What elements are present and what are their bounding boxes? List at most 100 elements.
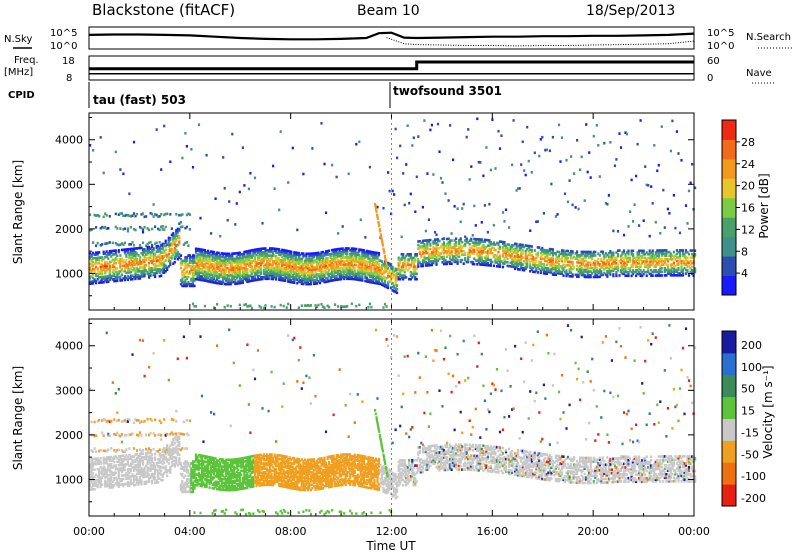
power-cell-45	[93, 213, 96, 217]
power-cell-4206	[638, 272, 641, 276]
power-cell-3671	[548, 258, 551, 262]
power-cell-3370	[498, 256, 502, 259]
power-cell-1308	[238, 258, 241, 262]
power-cell-3995	[601, 273, 604, 277]
power-cell-4031	[607, 267, 610, 271]
power-cell-3224	[476, 259, 479, 262]
power-cell-732	[178, 256, 181, 259]
power-cell-273	[123, 276, 126, 280]
power-cell-1110	[219, 280, 222, 283]
power-cell-2013	[311, 147, 314, 150]
velocity-cell-103	[101, 476, 104, 479]
power-cell-3938	[591, 257, 594, 261]
power-cell-2993	[432, 240, 435, 243]
power-cell-1723	[282, 252, 285, 256]
power-cell-561	[155, 128, 158, 131]
power-cell-588	[158, 214, 161, 218]
power-cell-3092	[450, 262, 453, 265]
power-cell-1890	[299, 253, 302, 257]
power-cell-2167	[329, 276, 332, 279]
power-cell-2406	[353, 276, 356, 279]
power-cell-2090	[320, 261, 323, 265]
power-cell-358	[132, 267, 136, 270]
power-cell-3634	[542, 250, 545, 254]
power-cell-3856	[579, 168, 582, 172]
power-cell-2624	[374, 256, 378, 260]
power-cell-1708	[281, 252, 284, 255]
power-cell-1341	[241, 146, 244, 149]
power-cell-597	[160, 247, 163, 251]
power-cell-4508	[686, 259, 689, 263]
velocity-cell-75	[96, 419, 99, 423]
power-cell-3466	[515, 258, 518, 262]
power-cell-4164	[630, 265, 633, 269]
power-cell-164	[108, 273, 111, 276]
power-cell-2275	[340, 263, 343, 267]
power-cell-789	[184, 132, 187, 135]
power-cell-1605	[270, 249, 273, 252]
power-cell-1908	[302, 277, 305, 280]
power-cell-3864	[580, 259, 583, 263]
power-cell-4464	[678, 254, 682, 257]
power-cell-430	[140, 246, 143, 250]
power-cell-3971	[597, 275, 600, 279]
power-cell-140	[105, 268, 108, 271]
power-cell-2968	[429, 254, 432, 258]
power-cell-3548	[527, 253, 530, 257]
power-cell-2055	[317, 274, 320, 278]
power-cell-1638	[275, 276, 278, 279]
power-cell-3204	[471, 241, 474, 244]
power-cell-4178	[632, 254, 635, 258]
power-cell-1830	[293, 260, 296, 263]
power-cell-530	[152, 252, 155, 256]
power-cell-3334	[492, 264, 495, 268]
power-cell-451	[143, 269, 146, 273]
power-cell-860	[193, 273, 196, 277]
velocity-cell-168	[108, 480, 111, 484]
power-cell-4202	[636, 254, 639, 258]
power-cell-3496	[520, 266, 523, 270]
power-cell-1214	[229, 266, 232, 270]
power-cell-4136	[624, 131, 627, 134]
power-cell-880	[194, 254, 198, 258]
power-cell-1200	[228, 270, 231, 273]
power-cell-3791	[568, 271, 571, 274]
power-cell-1879	[299, 280, 302, 284]
power-cell-4565	[377, 222, 380, 226]
velocity-cell-265	[119, 454, 122, 458]
power-cell-4281	[650, 269, 653, 272]
power-cell-473	[146, 270, 149, 274]
power-cell-218	[116, 279, 119, 283]
power-cell-3449	[512, 244, 515, 247]
power-cell-2305	[343, 265, 346, 268]
power-cell-3865	[580, 257, 583, 261]
power-cell-1329	[241, 275, 244, 279]
power-cell-2050	[315, 255, 319, 258]
power-cell-2922	[423, 259, 426, 262]
power-cell-1959	[306, 265, 309, 268]
power-cell-2160	[328, 263, 331, 267]
power-cell-1823	[293, 276, 296, 279]
power-cell-1632	[273, 254, 276, 258]
power-cell-1331	[241, 272, 244, 275]
power-cell-954	[202, 266, 205, 270]
power-cell-4362	[660, 125, 663, 128]
power-cell-3681	[550, 260, 553, 264]
power-cell-4394	[666, 259, 669, 263]
power-cell-1505	[259, 261, 263, 265]
power-cell-1422	[250, 270, 253, 274]
power-cell-2004	[311, 266, 314, 270]
power-cell-77	[98, 260, 101, 263]
power-cell-3859	[580, 270, 583, 273]
power-cell-1005	[207, 255, 210, 258]
power-cell-3270	[482, 263, 485, 266]
power-cell-824	[188, 228, 191, 231]
power-cell-2168	[329, 272, 332, 275]
power-cell-638	[164, 253, 167, 257]
power-cell-3757	[562, 267, 565, 270]
power-cell-2206	[332, 248, 335, 252]
power-cell-2691	[383, 270, 387, 274]
power-cell-3299	[485, 146, 488, 149]
power-cell-3102	[452, 255, 455, 258]
power-cell-82	[99, 281, 102, 284]
